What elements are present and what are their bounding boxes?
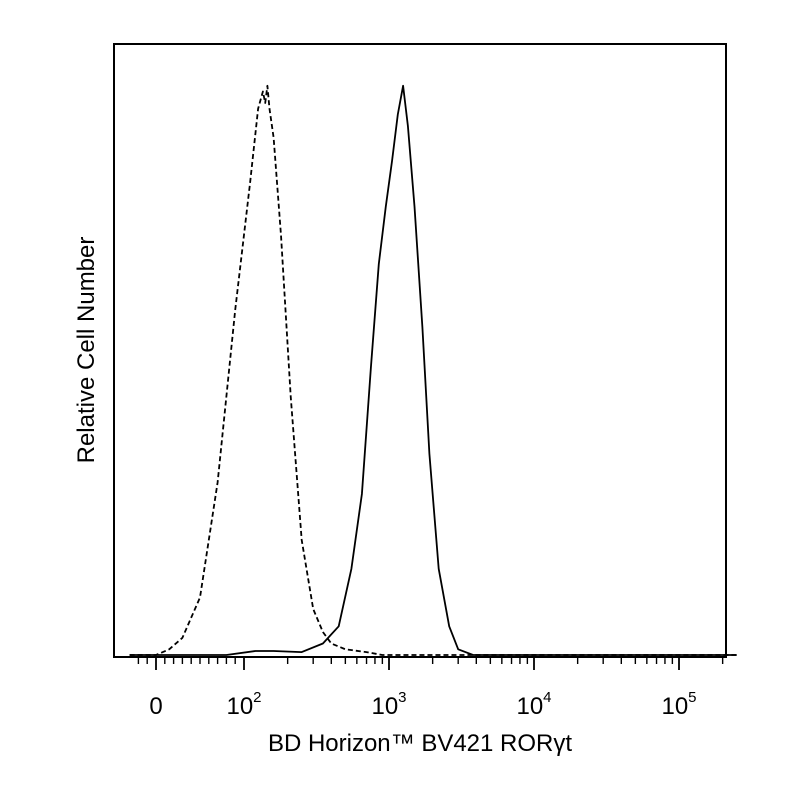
- stained-histogram-line: [129, 84, 737, 656]
- plot-frame: [113, 43, 727, 658]
- x-axis-title: BD Horizon™ BV421 RORγt: [268, 730, 572, 757]
- major-ticks: [155, 657, 680, 670]
- isotype-control-histogram-line: [129, 84, 737, 656]
- x-tick-label: 104: [516, 689, 551, 720]
- y-axis-title: Relative Cell Number: [73, 237, 100, 464]
- minor-ticks: [137, 657, 724, 664]
- x-tick-label: 105: [661, 689, 696, 720]
- series-layer: [129, 84, 737, 656]
- x-tick-label: 103: [371, 689, 406, 720]
- x-tick-label: 102: [226, 689, 261, 720]
- tick-labels: 0 102 103 104 105: [149, 689, 696, 720]
- x-tick-label: 0: [149, 693, 162, 720]
